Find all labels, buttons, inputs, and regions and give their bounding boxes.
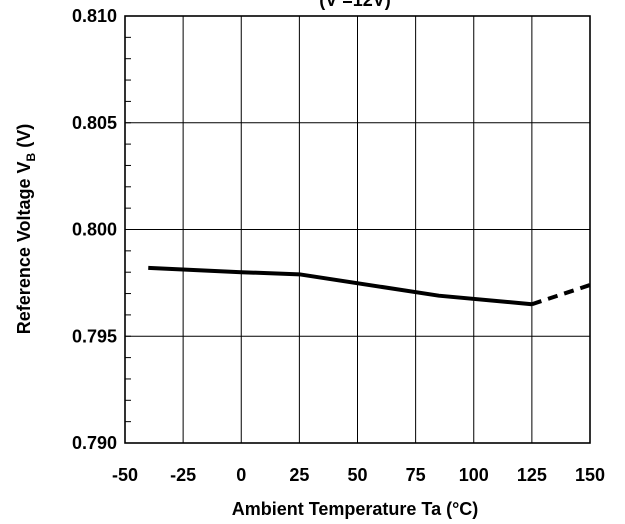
chart-title: (V =12V)	[319, 0, 391, 10]
x-tick-label: 50	[347, 465, 367, 485]
y-tick-label: 0.800	[72, 220, 117, 240]
series-line-dashed	[531, 283, 591, 307]
y-axis-label: Reference Voltage VB (V)	[14, 124, 38, 334]
x-tick-label: 0	[236, 465, 246, 485]
y-tick-label: 0.805	[72, 113, 117, 133]
x-tick-label: 25	[289, 465, 309, 485]
x-tick-label: 75	[406, 465, 426, 485]
x-tick-label: -25	[170, 465, 196, 485]
x-tick-labels: -50 -25 0 25 50 75 100 125 150	[112, 465, 605, 485]
y-axis-label-subscript: B	[24, 152, 38, 161]
y-axis-label-prefix: Reference Voltage V	[14, 161, 34, 334]
y-tick-labels: 0.790 0.795 0.800 0.805 0.810	[72, 6, 117, 453]
x-tick-label: -50	[112, 465, 138, 485]
series-group	[148, 265, 591, 307]
y-tick-label: 0.810	[72, 6, 117, 26]
y-tick-label: 0.795	[72, 326, 117, 346]
y-tick-label: 0.790	[72, 433, 117, 453]
x-tick-label: 125	[517, 465, 547, 485]
x-tick-label: 100	[459, 465, 489, 485]
y-axis-label-suffix: (V)	[14, 124, 34, 153]
x-axis-label: Ambient Temperature Ta (°C)	[232, 499, 479, 519]
series-line-solid	[148, 265, 533, 307]
minor-ticks	[125, 15, 131, 444]
x-tick-label: 150	[575, 465, 605, 485]
grid	[124, 15, 591, 444]
